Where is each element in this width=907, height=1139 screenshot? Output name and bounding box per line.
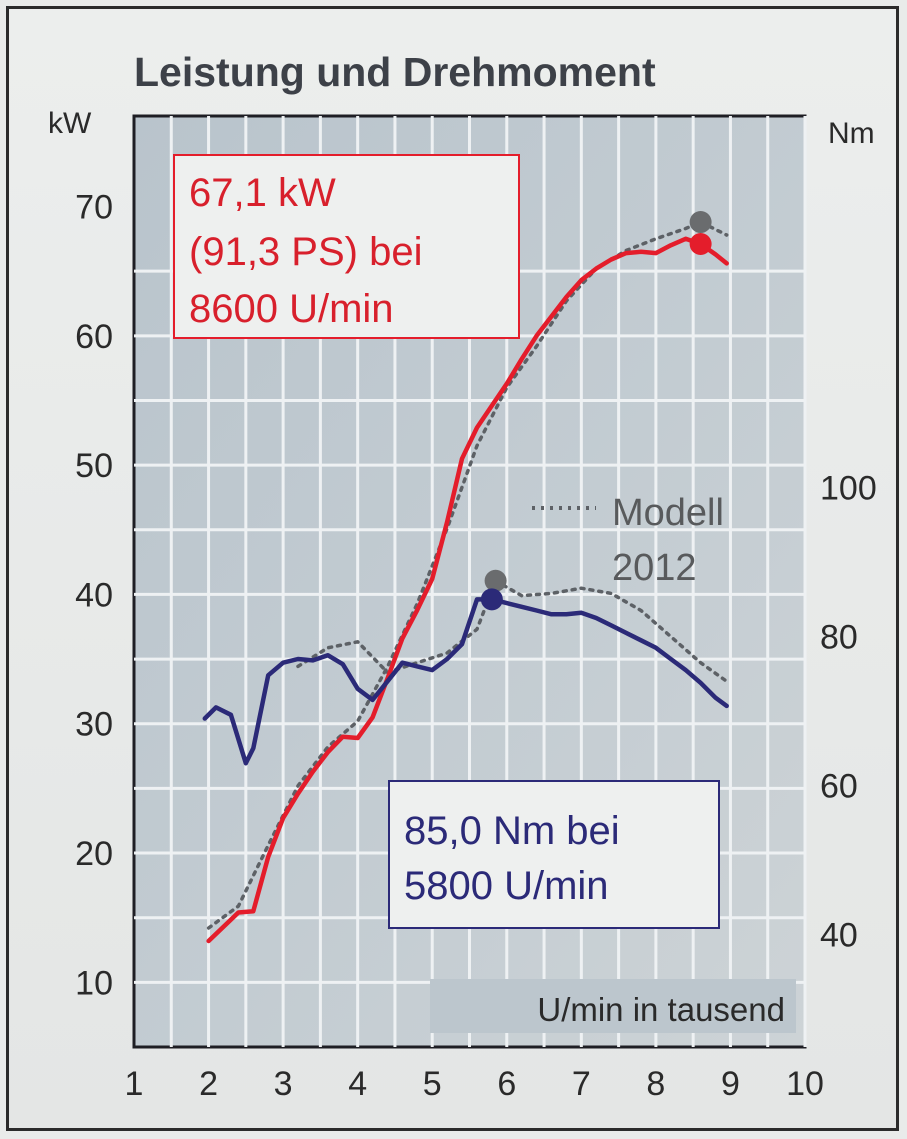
y-left-tick-label: 10 bbox=[75, 964, 113, 1002]
peak-marker-dot bbox=[480, 588, 503, 611]
xlabel-background bbox=[430, 979, 796, 1033]
y-left-tick-label: 70 bbox=[75, 189, 113, 227]
y-right-tick-label: 40 bbox=[820, 917, 858, 955]
x-tick-label: 4 bbox=[348, 1065, 367, 1103]
y-left-tick-label: 50 bbox=[75, 447, 113, 485]
y-left-tick-label: 30 bbox=[75, 706, 113, 744]
peak-markers bbox=[480, 211, 712, 611]
x-axis-label: U/min in tausend bbox=[537, 991, 785, 1028]
x-tick-label: 2 bbox=[199, 1065, 218, 1103]
y-axis-left-label: kW bbox=[48, 107, 92, 140]
torque-annotation: 85,0 Nm bei 5800 U/min bbox=[388, 780, 720, 929]
peak-marker-dot bbox=[484, 569, 507, 592]
legend-label-line-2: 2012 bbox=[612, 547, 697, 589]
x-tick-label: 5 bbox=[423, 1065, 442, 1103]
power-annotation-box bbox=[173, 154, 520, 339]
power-annotation-line-1: 67,1 kW bbox=[189, 171, 336, 215]
y-right-tick-label: 60 bbox=[820, 768, 858, 806]
power-annotation: 67,1 kW (91,3 PS) bei 8600 U/min bbox=[173, 154, 520, 339]
power-annotation-line-2: (91,3 PS) bei bbox=[189, 230, 422, 274]
torque-model-2012-line bbox=[296, 579, 729, 684]
y-right-tick-label: 80 bbox=[820, 619, 858, 657]
y-left-tick-label: 40 bbox=[75, 576, 113, 614]
torque-annotation-box bbox=[388, 780, 720, 929]
x-tick-label: 10 bbox=[786, 1065, 824, 1103]
torque-annotation-line-1: 85,0 Nm bei bbox=[404, 809, 620, 853]
x-tick-label: 1 bbox=[125, 1065, 144, 1103]
x-tick-label: 7 bbox=[572, 1065, 591, 1103]
x-tick-label: 9 bbox=[721, 1065, 740, 1103]
legend-label-line-1: Modell bbox=[612, 492, 724, 534]
y-left-tick-label: 20 bbox=[75, 835, 113, 873]
y-axis-left-ticks: 10 20 30 40 50 60 70 bbox=[75, 189, 113, 1003]
y-axis-right-ticks: 40 60 80 100 bbox=[820, 470, 877, 955]
torque-annotation-line-2: 5800 U/min bbox=[404, 864, 609, 908]
torque-current-line bbox=[202, 597, 729, 766]
x-tick-label: 6 bbox=[497, 1065, 516, 1103]
x-tick-label: 3 bbox=[274, 1065, 293, 1103]
series-group bbox=[202, 220, 729, 944]
y-right-tick-label: 100 bbox=[820, 470, 877, 508]
chart-title: Leistung und Drehmoment bbox=[134, 49, 656, 95]
y-axis-right-label: Nm bbox=[828, 117, 875, 150]
y-left-tick-label: 60 bbox=[75, 318, 113, 356]
peak-marker-dot bbox=[689, 233, 712, 256]
power-annotation-line-3: 8600 U/min bbox=[189, 287, 394, 331]
x-axis-ticks: 1 2 3 4 5 6 7 8 9 10 bbox=[125, 1065, 824, 1103]
peak-marker-dot bbox=[689, 211, 712, 234]
legend-model-2012: Modell 2012 bbox=[532, 492, 724, 589]
x-tick-label: 8 bbox=[646, 1065, 665, 1103]
power-model-2012-line bbox=[206, 220, 729, 930]
power-current-line bbox=[206, 236, 729, 944]
